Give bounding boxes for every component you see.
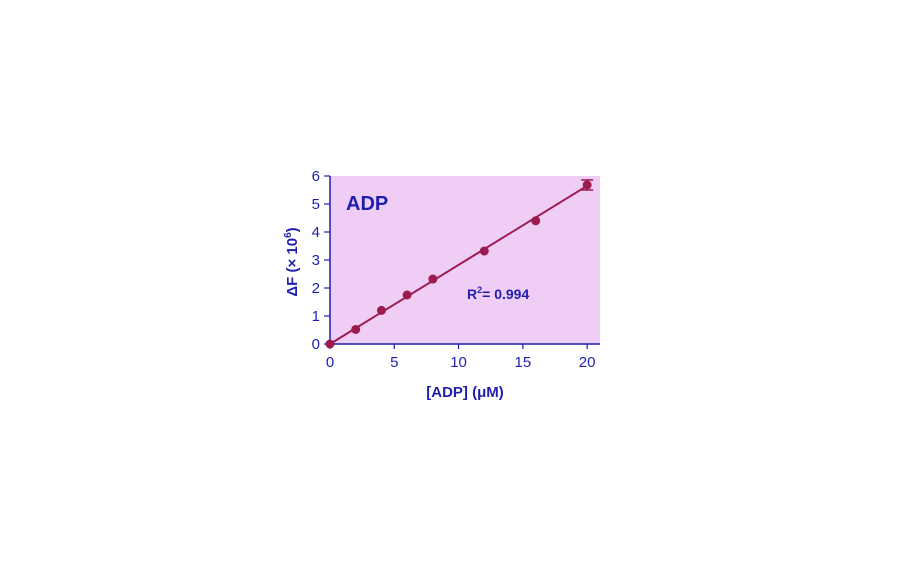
x-tick-label: 20 bbox=[579, 354, 596, 371]
y-tick-label: 1 bbox=[312, 308, 320, 325]
y-axis-label-superscript: 6 bbox=[283, 232, 294, 238]
y-tick-label: 2 bbox=[312, 280, 320, 297]
regression-line bbox=[329, 184, 588, 345]
data-point bbox=[402, 290, 412, 300]
x-tick-label: 15 bbox=[515, 354, 532, 371]
x-axis-ticks: 0 5 10 15 20 bbox=[326, 344, 596, 371]
y-tick-label: 5 bbox=[312, 196, 320, 213]
y-axis-ticks: 0 1 2 3 4 5 6 bbox=[312, 168, 330, 353]
y-axis-label-prefix: ΔF (× 10 bbox=[284, 238, 301, 297]
y-tick-label: 3 bbox=[312, 252, 320, 269]
r-squared-value: = 0.994 bbox=[482, 286, 529, 302]
data-point bbox=[582, 180, 592, 190]
r-squared-base: R bbox=[467, 286, 477, 302]
y-axis-label-suffix: ) bbox=[284, 227, 301, 232]
y-tick-label: 6 bbox=[312, 168, 320, 185]
data-point bbox=[531, 216, 541, 226]
x-tick-label: 5 bbox=[390, 354, 398, 371]
data-point bbox=[376, 305, 386, 315]
chart-title: ADP bbox=[346, 193, 388, 215]
data-point bbox=[479, 246, 489, 256]
y-tick-label: 0 bbox=[312, 336, 320, 353]
x-axis-label: [ADP] (μM) bbox=[426, 384, 504, 401]
data-point bbox=[428, 274, 438, 284]
y-axis-label: ΔF (× 106) bbox=[283, 227, 301, 296]
data-points bbox=[325, 179, 594, 349]
x-tick-label: 0 bbox=[326, 354, 334, 371]
data-point bbox=[351, 324, 361, 334]
x-tick-label: 10 bbox=[450, 354, 467, 371]
data-point bbox=[325, 339, 335, 349]
r-squared-superscript: 2 bbox=[477, 285, 482, 295]
y-tick-label: 4 bbox=[312, 224, 320, 241]
r-squared-annotation: R2= 0.994 bbox=[467, 285, 529, 302]
